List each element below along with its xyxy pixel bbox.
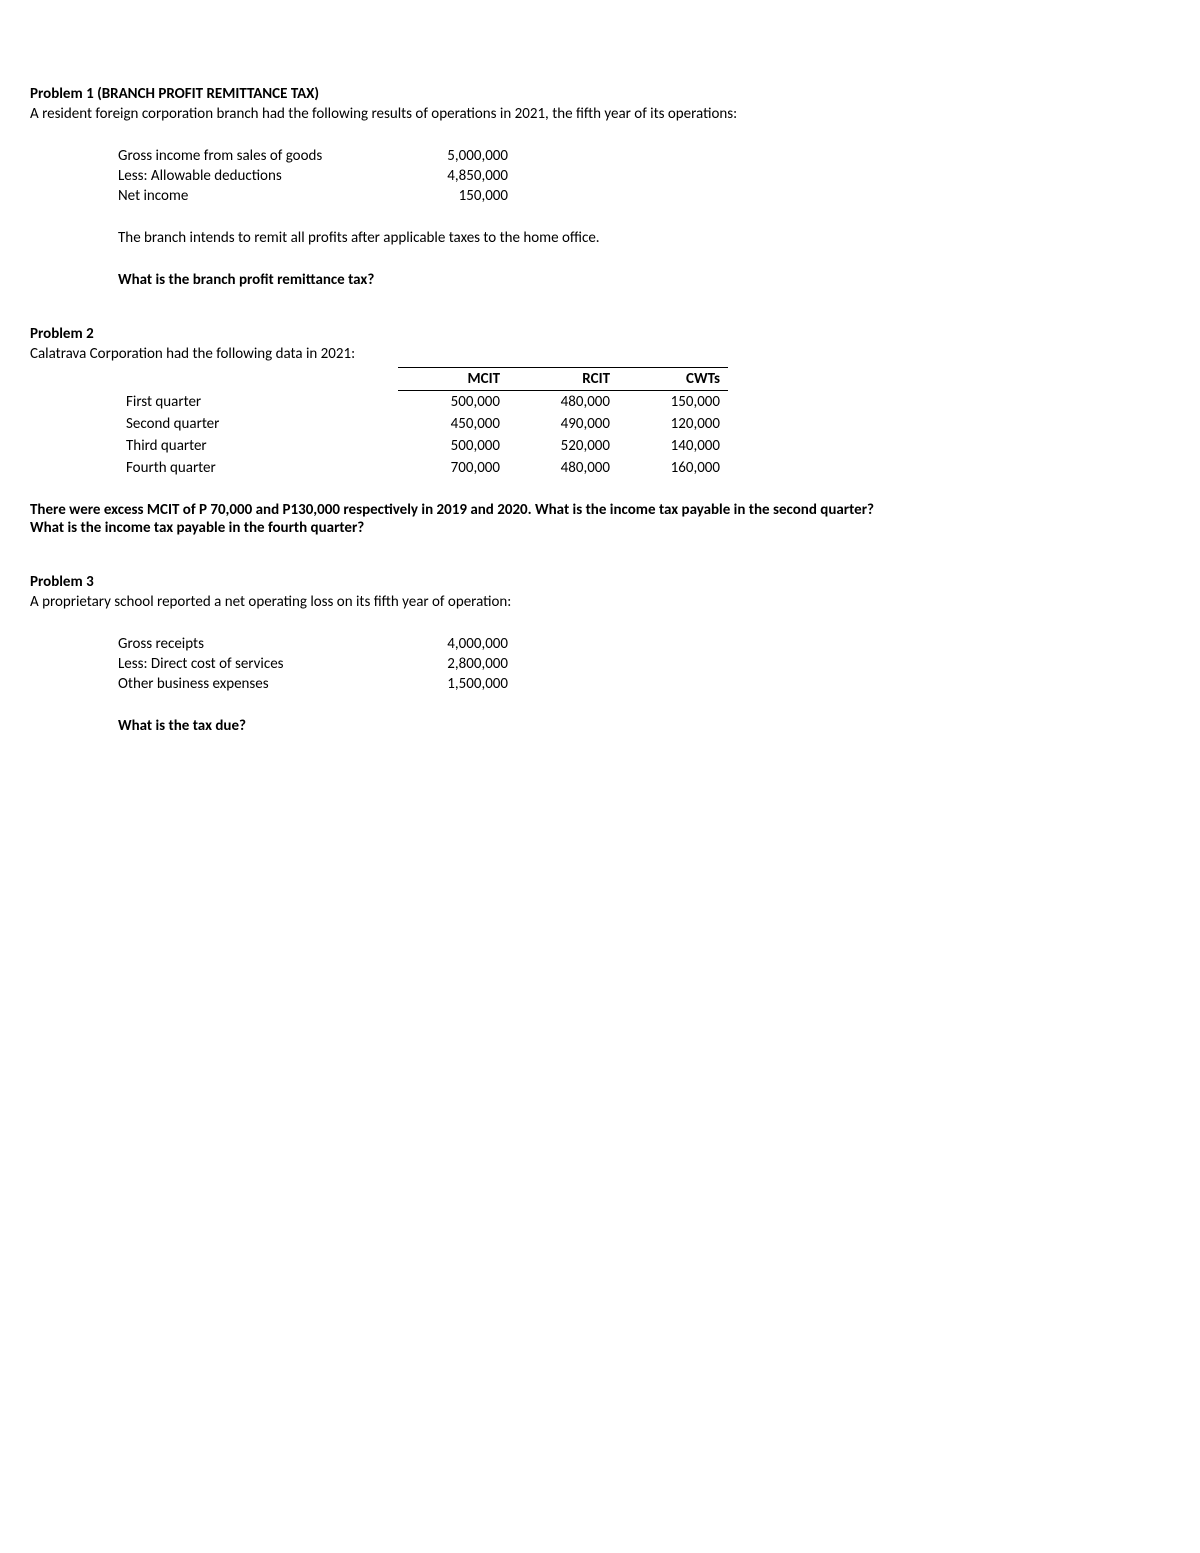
- cell-value: 150,000: [618, 391, 728, 414]
- cell-value: 700,000: [398, 457, 508, 479]
- row-label: Net income: [118, 187, 408, 205]
- problem-3-intro: A proprietary school reported a net oper…: [30, 593, 1170, 611]
- row-label: Other business expenses: [118, 675, 408, 693]
- problem-2-questions: There were excess MCIT of P 70,000 and P…: [30, 501, 1170, 537]
- row-label: Gross receipts: [118, 635, 408, 653]
- problem-2-question-1: There were excess MCIT of P 70,000 and P…: [30, 501, 1170, 519]
- problem-1: Problem 1 (BRANCH PROFIT REMITTANCE TAX)…: [30, 85, 1170, 289]
- problem-3: Problem 3 A proprietary school reported …: [30, 573, 1170, 735]
- cell-label: First quarter: [118, 391, 398, 414]
- problem-2: Problem 2 Calatrava Corporation had the …: [30, 325, 1170, 537]
- table-row: Third quarter 500,000 520,000 140,000: [118, 435, 728, 457]
- problem-2-table: . MCIT RCIT CWTs First quarter 500,000 4…: [118, 367, 728, 479]
- data-row: Net income 150,000: [118, 187, 1170, 205]
- cell-label: Second quarter: [118, 413, 398, 435]
- table-header: MCIT: [398, 368, 508, 391]
- table-row: Fourth quarter 700,000 480,000 160,000: [118, 457, 728, 479]
- row-label: Less: Allowable deductions: [118, 167, 408, 185]
- data-row: Gross income from sales of goods 5,000,0…: [118, 147, 1170, 165]
- problem-1-question: What is the branch profit remittance tax…: [118, 271, 1170, 289]
- problem-1-data: Gross income from sales of goods 5,000,0…: [118, 147, 1170, 205]
- problem-2-intro: Calatrava Corporation had the following …: [30, 345, 1170, 363]
- data-row: Less: Allowable deductions 4,850,000: [118, 167, 1170, 185]
- problem-3-data: Gross receipts 4,000,000 Less: Direct co…: [118, 635, 1170, 693]
- data-row: Less: Direct cost of services 2,800,000: [118, 655, 1170, 673]
- cell-value: 450,000: [398, 413, 508, 435]
- table-header-row: . MCIT RCIT CWTs: [118, 368, 728, 391]
- row-value: 4,000,000: [408, 635, 508, 653]
- data-row: Other business expenses 1,500,000: [118, 675, 1170, 693]
- cell-value: 120,000: [618, 413, 728, 435]
- problem-2-question-2: What is the income tax payable in the fo…: [30, 519, 1170, 537]
- cell-label: Fourth quarter: [118, 457, 398, 479]
- cell-value: 490,000: [508, 413, 618, 435]
- cell-value: 160,000: [618, 457, 728, 479]
- problem-2-table-wrapper: . MCIT RCIT CWTs First quarter 500,000 4…: [118, 367, 1170, 479]
- row-value: 150,000: [408, 187, 508, 205]
- cell-value: 520,000: [508, 435, 618, 457]
- cell-value: 500,000: [398, 391, 508, 414]
- table-row: Second quarter 450,000 490,000 120,000: [118, 413, 728, 435]
- problem-2-title: Problem 2: [30, 325, 1170, 343]
- table-row: First quarter 500,000 480,000 150,000: [118, 391, 728, 414]
- problem-1-title: Problem 1 (BRANCH PROFIT REMITTANCE TAX): [30, 85, 1170, 103]
- row-value: 5,000,000: [408, 147, 508, 165]
- cell-value: 500,000: [398, 435, 508, 457]
- table-header: CWTs: [618, 368, 728, 391]
- cell-value: 480,000: [508, 391, 618, 414]
- table-header: RCIT: [508, 368, 618, 391]
- row-value: 4,850,000: [408, 167, 508, 185]
- row-value: 2,800,000: [408, 655, 508, 673]
- row-value: 1,500,000: [408, 675, 508, 693]
- data-row: Gross receipts 4,000,000: [118, 635, 1170, 653]
- row-label: Gross income from sales of goods: [118, 147, 408, 165]
- row-label: Less: Direct cost of services: [118, 655, 408, 673]
- problem-3-question: What is the tax due?: [118, 717, 1170, 735]
- problem-1-intro: A resident foreign corporation branch ha…: [30, 105, 1170, 123]
- cell-value: 140,000: [618, 435, 728, 457]
- problem-1-note: The branch intends to remit all profits …: [118, 229, 1170, 247]
- cell-value: 480,000: [508, 457, 618, 479]
- cell-label: Third quarter: [118, 435, 398, 457]
- problem-3-title: Problem 3: [30, 573, 1170, 591]
